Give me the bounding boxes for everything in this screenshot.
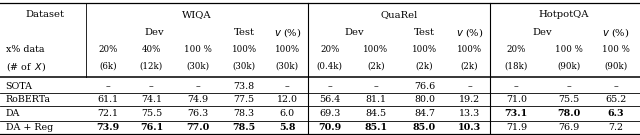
Text: 76.6: 76.6 bbox=[414, 82, 435, 91]
Text: 74.9: 74.9 bbox=[187, 95, 208, 104]
Text: 12.0: 12.0 bbox=[277, 95, 298, 104]
Text: 61.1: 61.1 bbox=[97, 95, 118, 104]
Text: 84.7: 84.7 bbox=[414, 109, 435, 118]
Text: –: – bbox=[514, 82, 519, 91]
Text: 76.1: 76.1 bbox=[140, 124, 163, 132]
Text: 71.9: 71.9 bbox=[506, 124, 527, 132]
Text: $v$ (%): $v$ (%) bbox=[456, 26, 483, 39]
Text: 100%: 100% bbox=[232, 45, 257, 54]
Text: 5.8: 5.8 bbox=[279, 124, 296, 132]
Text: 78.5: 78.5 bbox=[233, 124, 256, 132]
Text: DA + Reg: DA + Reg bbox=[6, 124, 53, 132]
Text: (6k): (6k) bbox=[99, 62, 116, 71]
Text: –: – bbox=[467, 82, 472, 91]
Text: 81.1: 81.1 bbox=[365, 95, 387, 104]
Text: (30k): (30k) bbox=[233, 62, 256, 71]
Text: (2k): (2k) bbox=[416, 62, 433, 71]
Text: 100%: 100% bbox=[457, 45, 482, 54]
Text: –: – bbox=[285, 82, 290, 91]
Text: –: – bbox=[566, 82, 571, 91]
Text: 100%: 100% bbox=[412, 45, 437, 54]
Text: 78.3: 78.3 bbox=[234, 109, 255, 118]
Text: (30k): (30k) bbox=[276, 62, 299, 71]
Text: –: – bbox=[374, 82, 378, 91]
Text: 100 %: 100 % bbox=[555, 45, 583, 54]
Text: –: – bbox=[613, 82, 618, 91]
Text: –: – bbox=[106, 82, 110, 91]
Text: 100 %: 100 % bbox=[602, 45, 630, 54]
Text: 20%: 20% bbox=[320, 45, 339, 54]
Text: Dev: Dev bbox=[344, 28, 364, 37]
Text: 10.3: 10.3 bbox=[458, 124, 481, 132]
Text: (# of  $X$): (# of $X$) bbox=[6, 60, 46, 73]
Text: 84.5: 84.5 bbox=[365, 109, 387, 118]
Text: (30k): (30k) bbox=[186, 62, 209, 71]
Text: SOTA: SOTA bbox=[6, 82, 33, 91]
Text: Dataset: Dataset bbox=[26, 10, 65, 19]
Text: –: – bbox=[328, 82, 332, 91]
Text: RoBERTa: RoBERTa bbox=[6, 95, 51, 104]
Text: 100%: 100% bbox=[275, 45, 300, 54]
Text: 56.4: 56.4 bbox=[319, 95, 340, 104]
Text: –: – bbox=[149, 82, 154, 91]
Text: 80.0: 80.0 bbox=[414, 95, 435, 104]
Text: 85.0: 85.0 bbox=[413, 124, 436, 132]
Text: 19.2: 19.2 bbox=[459, 95, 480, 104]
Text: 75.5: 75.5 bbox=[558, 95, 579, 104]
Text: x% data: x% data bbox=[6, 45, 44, 54]
Text: 77.5: 77.5 bbox=[234, 95, 255, 104]
Text: (2k): (2k) bbox=[461, 62, 478, 71]
Text: 72.1: 72.1 bbox=[97, 109, 118, 118]
Text: (90k): (90k) bbox=[604, 62, 627, 71]
Text: 73.8: 73.8 bbox=[234, 82, 255, 91]
Text: Dev: Dev bbox=[532, 28, 552, 37]
Text: 74.1: 74.1 bbox=[141, 95, 162, 104]
Text: Test: Test bbox=[414, 28, 435, 37]
Text: 100%: 100% bbox=[364, 45, 388, 54]
Text: 75.5: 75.5 bbox=[141, 109, 162, 118]
Text: 73.1: 73.1 bbox=[505, 109, 528, 118]
Text: 6.3: 6.3 bbox=[607, 109, 624, 118]
Text: $v$ (%): $v$ (%) bbox=[273, 26, 301, 39]
Text: 85.1: 85.1 bbox=[364, 124, 387, 132]
Text: (12k): (12k) bbox=[140, 62, 163, 71]
Text: 6.0: 6.0 bbox=[280, 109, 295, 118]
Text: 71.0: 71.0 bbox=[506, 95, 527, 104]
Text: 78.0: 78.0 bbox=[557, 109, 580, 118]
Text: 73.9: 73.9 bbox=[97, 124, 120, 132]
Text: WIQA: WIQA bbox=[182, 10, 212, 19]
Text: 100 %: 100 % bbox=[184, 45, 211, 54]
Text: 20%: 20% bbox=[98, 45, 118, 54]
Text: (2k): (2k) bbox=[367, 62, 385, 71]
Text: 7.2: 7.2 bbox=[608, 124, 623, 132]
Text: –: – bbox=[195, 82, 200, 91]
Text: $v$ (%): $v$ (%) bbox=[602, 26, 630, 39]
Text: 65.2: 65.2 bbox=[605, 95, 627, 104]
Text: 13.3: 13.3 bbox=[459, 109, 480, 118]
Text: 76.3: 76.3 bbox=[187, 109, 208, 118]
Text: QuaRel: QuaRel bbox=[380, 10, 418, 19]
Text: (18k): (18k) bbox=[505, 62, 528, 71]
Text: 70.9: 70.9 bbox=[318, 124, 341, 132]
Text: HotpotQA: HotpotQA bbox=[538, 10, 588, 19]
Text: Dev: Dev bbox=[144, 28, 164, 37]
Text: (0.4k): (0.4k) bbox=[317, 62, 343, 71]
Text: 40%: 40% bbox=[141, 45, 161, 54]
Text: 77.0: 77.0 bbox=[186, 124, 209, 132]
Text: 76.9: 76.9 bbox=[558, 124, 579, 132]
Text: Test: Test bbox=[234, 28, 255, 37]
Text: 20%: 20% bbox=[507, 45, 526, 54]
Text: DA: DA bbox=[6, 109, 20, 118]
Text: 69.3: 69.3 bbox=[319, 109, 340, 118]
Text: (90k): (90k) bbox=[557, 62, 580, 71]
